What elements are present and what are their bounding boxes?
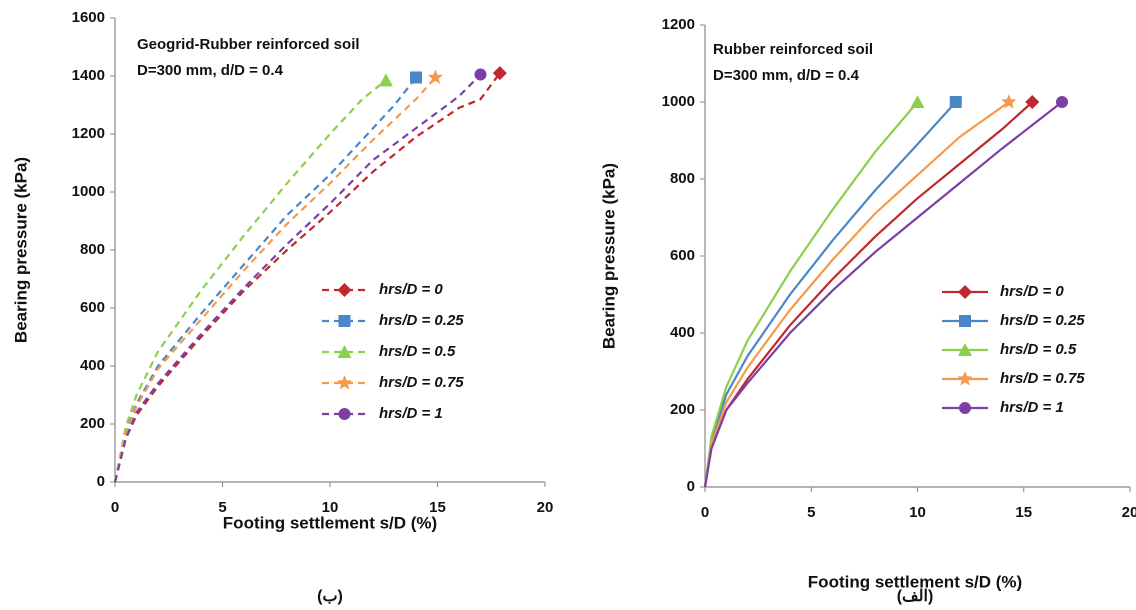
x-tick-label: 20 [537,499,554,516]
annotation: D=300 mm, d/D = 0.4 [713,67,860,84]
y-tick-label: 600 [670,247,695,264]
x-tick-label: 15 [429,499,446,516]
x-tick-label: 10 [322,499,339,516]
y-tick-label: 1200 [72,125,105,142]
legend-label: hrs/D = 0 [379,281,443,298]
y-tick-label: 0 [97,473,105,490]
end-marker [378,73,393,87]
y-tick-label: 1200 [662,16,695,33]
legend-marker [959,402,971,414]
y-tick-label: 400 [80,357,105,374]
annotation: D=300 mm, d/D = 0.4 [137,62,284,79]
y-tick-label: 0 [687,478,695,495]
legend-label: hrs/D = 0.5 [379,343,456,360]
x-tick-label: 5 [807,504,815,521]
legend-marker [337,283,352,297]
y-axis-label: Bearing pressure (kPa) [11,157,30,343]
x-tick-label: 10 [909,504,926,521]
y-tick-label: 200 [670,401,695,418]
series-line [703,101,957,488]
legend-marker [338,408,351,420]
legend-marker [957,371,973,386]
y-tick-label: 1400 [72,67,105,84]
legend-label: hrs/D = 0.5 [1000,341,1077,358]
legend-marker [337,345,352,358]
x-tick-label: 0 [701,504,709,521]
legend-label: hrs/D = 1 [1000,399,1064,416]
caption: (الف) [897,588,934,605]
annotation: Rubber reinforced soil [713,41,873,58]
end-marker [1001,94,1017,109]
end-marker [474,68,487,81]
legend-marker [958,285,972,299]
series-line [703,101,1063,488]
annotation: Geogrid-Rubber reinforced soil [137,36,360,53]
x-tick-label: 5 [218,499,226,516]
y-tick-label: 800 [670,170,695,187]
legend-label: hrs/D = 1 [379,405,443,422]
x-tick-label: 0 [111,499,119,516]
y-tick-label: 1600 [72,9,105,26]
x-tick-label: 20 [1122,504,1136,521]
y-tick-label: 200 [80,415,105,432]
legend-marker [958,343,972,356]
end-marker [1056,96,1068,108]
series-line [113,72,501,483]
legend-label: hrs/D = 0.75 [379,374,464,391]
x-axis-label: Footing settlement s/D (%) [808,572,1022,591]
series-line [113,73,482,483]
y-tick-label: 400 [670,324,695,341]
series-line [113,79,387,483]
legend-marker [338,315,351,327]
x-axis-label: Footing settlement s/D (%) [223,513,437,532]
y-axis-label: Bearing pressure (kPa) [599,163,618,349]
y-tick-label: 1000 [72,183,105,200]
end-marker [910,95,925,108]
series-line [113,76,417,483]
y-tick-label: 800 [80,241,105,258]
legend-marker [336,375,353,390]
legend-label: hrs/D = 0.25 [379,312,464,329]
series-line [703,101,1010,488]
end-marker [1025,95,1040,109]
series-line [113,76,437,483]
caption: (ب) [317,588,343,605]
end-marker [427,69,443,84]
legend-label: hrs/D = 0.75 [1000,370,1085,387]
y-tick-label: 1000 [662,93,695,110]
x-tick-label: 15 [1015,504,1032,521]
end-marker [410,71,422,84]
series-line [703,101,919,488]
end-marker [949,96,962,108]
legend-label: hrs/D = 0.25 [1000,312,1085,329]
end-marker [492,66,507,81]
legend-label: hrs/D = 0 [1000,283,1064,300]
legend-marker [959,315,971,327]
y-tick-label: 600 [80,299,105,316]
